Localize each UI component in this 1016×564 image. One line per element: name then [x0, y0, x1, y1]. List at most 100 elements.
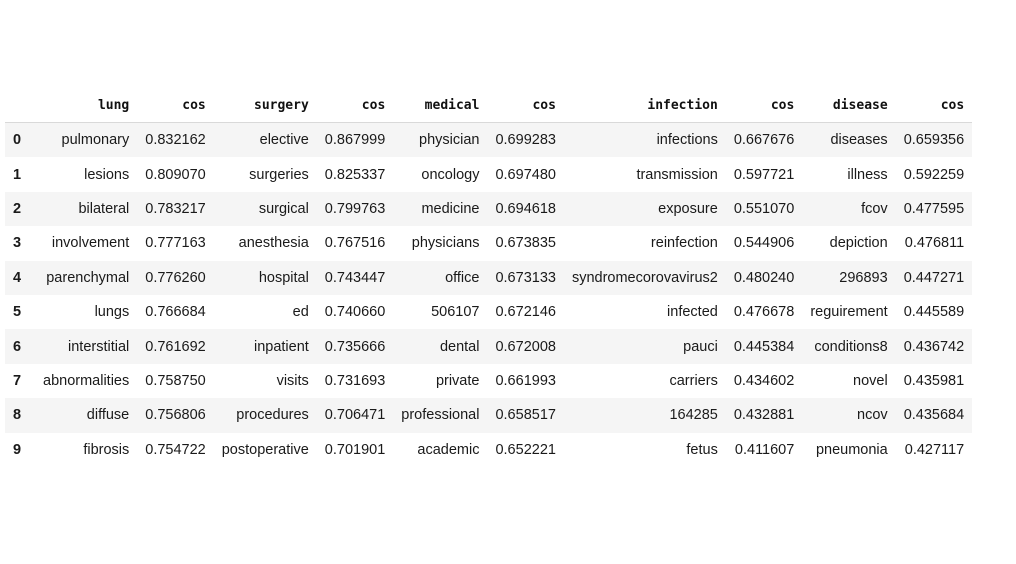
- term-cell: diffuse: [86, 407, 130, 424]
- dataframe-table: lung cos surgery cos medical cos infecti…: [5, 88, 973, 467]
- term-cell: lungs: [94, 304, 130, 321]
- cos-value-cell: 0.767516: [324, 235, 386, 252]
- cos-value-cell: 0.672146: [495, 304, 556, 321]
- cos-value-cell: 0.432881: [733, 407, 795, 424]
- column-header: lung: [35, 88, 138, 123]
- term-cell: abnormalities: [43, 372, 130, 389]
- cos-value-cell: 0.735666: [324, 338, 386, 355]
- term-cell: transmission: [636, 166, 718, 183]
- table-body: 0 pulmonary 0.832162 elective 0.867999 physic…: [5, 122, 973, 467]
- table-row: 5 lungs 0.766684 ed 0.740660 506107 0.672146 in…: [5, 295, 972, 329]
- cos-value-cell: 0.435684: [903, 407, 965, 424]
- column-header: cos: [316, 88, 394, 123]
- term-cell: ncov: [857, 407, 888, 424]
- column-header: surgery: [213, 88, 317, 123]
- column-header: medical: [393, 88, 488, 123]
- cos-value-cell: 0.776260: [145, 269, 206, 286]
- cos-value-cell: 0.777163: [145, 235, 206, 252]
- term-cell: parenchymal: [46, 269, 130, 286]
- column-header: disease: [802, 88, 896, 123]
- term-cell: reguirement: [810, 304, 888, 321]
- term-cell: carriers: [669, 372, 718, 389]
- cos-value-cell: 0.477595: [903, 200, 965, 217]
- term-cell: 296893: [839, 269, 888, 286]
- term-cell: private: [435, 372, 480, 389]
- term-cell: procedures: [236, 407, 309, 424]
- term-cell: surgeries: [249, 166, 309, 183]
- term-cell: depiction: [829, 235, 888, 252]
- cos-value-cell: 0.673835: [495, 235, 556, 252]
- cos-value-cell: 0.867999: [324, 132, 386, 149]
- cos-value-cell: 0.706471: [324, 407, 386, 424]
- term-cell: pulmonary: [61, 132, 130, 149]
- cos-value-cell: 0.476811: [904, 235, 965, 252]
- cos-value-cell: 0.658517: [495, 407, 556, 424]
- term-cell: dental: [439, 338, 480, 355]
- cos-value-cell: 0.427117: [904, 441, 965, 458]
- column-header: cos: [487, 88, 564, 123]
- cos-value-cell: 0.825337: [324, 166, 386, 183]
- cos-value-cell: 0.758750: [145, 372, 206, 389]
- index-header: [5, 88, 35, 123]
- cos-value-cell: 0.447271: [903, 269, 965, 286]
- term-cell: postoperative: [221, 441, 309, 458]
- cos-value-cell: 0.436742: [903, 338, 965, 355]
- cos-value-cell: 0.761692: [145, 338, 206, 355]
- cos-value-cell: 0.754722: [145, 441, 206, 458]
- term-cell: inpatient: [253, 338, 309, 355]
- cos-value-cell: 0.659356: [903, 132, 965, 149]
- term-cell: novel: [853, 372, 888, 389]
- term-cell: medicine: [421, 200, 480, 217]
- term-cell: visits: [276, 372, 309, 389]
- term-cell: reinfection: [650, 235, 718, 252]
- cos-value-cell: 0.445589: [903, 304, 965, 321]
- term-cell: interstitial: [68, 338, 130, 355]
- term-cell: ed: [292, 304, 309, 321]
- cos-value-cell: 0.480240: [733, 269, 795, 286]
- cos-value-cell: 0.832162: [145, 132, 206, 149]
- cos-value-cell: 0.740660: [324, 304, 386, 321]
- cos-value-cell: 0.731693: [324, 372, 386, 389]
- term-cell: fibrosis: [83, 441, 130, 458]
- cos-value-cell: 0.756806: [145, 407, 206, 424]
- column-header: cos: [725, 88, 803, 123]
- cos-value-cell: 0.597721: [733, 166, 795, 183]
- column-header: cos: [137, 88, 214, 123]
- term-cell: pneumonia: [815, 441, 888, 458]
- row-index: 5: [13, 304, 22, 321]
- column-header: infection: [563, 88, 726, 123]
- table-row: 4 parenchymal 0.776260 hospital 0.743447 offi…: [5, 260, 973, 295]
- cos-value-cell: 0.411607: [734, 441, 795, 458]
- cos-value-cell: 0.694618: [495, 200, 556, 217]
- row-index: 8: [13, 407, 22, 424]
- term-cell: syndromecorovavirus2: [571, 269, 718, 286]
- cos-value-cell: 0.701901: [324, 441, 386, 458]
- table-row: 7 abnormalities 0.758750 visits 0.731693 priv…: [5, 364, 972, 398]
- term-cell: diseases: [830, 132, 888, 149]
- term-cell: oncology: [421, 166, 480, 183]
- term-cell: physicians: [411, 235, 480, 252]
- cos-value-cell: 0.652221: [495, 441, 556, 458]
- cos-value-cell: 0.661993: [495, 372, 556, 389]
- term-cell: pauci: [683, 338, 718, 355]
- term-cell: fetus: [686, 441, 718, 458]
- term-cell: elective: [259, 132, 309, 149]
- cos-value-cell: 0.809070: [145, 166, 206, 183]
- term-cell: 164285: [669, 407, 718, 424]
- cos-value-cell: 0.799763: [324, 200, 386, 217]
- row-index: 0: [13, 132, 22, 149]
- cos-value-cell: 0.766684: [145, 304, 206, 321]
- term-cell: illness: [847, 166, 888, 183]
- row-index: 3: [13, 235, 22, 252]
- term-cell: exposure: [658, 200, 718, 217]
- cos-value-cell: 0.551070: [733, 200, 795, 217]
- cos-value-cell: 0.544906: [733, 235, 795, 252]
- cos-value-cell: 0.667676: [733, 132, 795, 149]
- cos-value-cell: 0.592259: [903, 166, 965, 183]
- term-cell: physician: [419, 132, 480, 149]
- cos-value-cell: 0.697480: [495, 166, 556, 183]
- term-cell: office: [445, 269, 480, 286]
- term-cell: bilateral: [78, 200, 130, 217]
- term-cell: hospital: [258, 269, 309, 286]
